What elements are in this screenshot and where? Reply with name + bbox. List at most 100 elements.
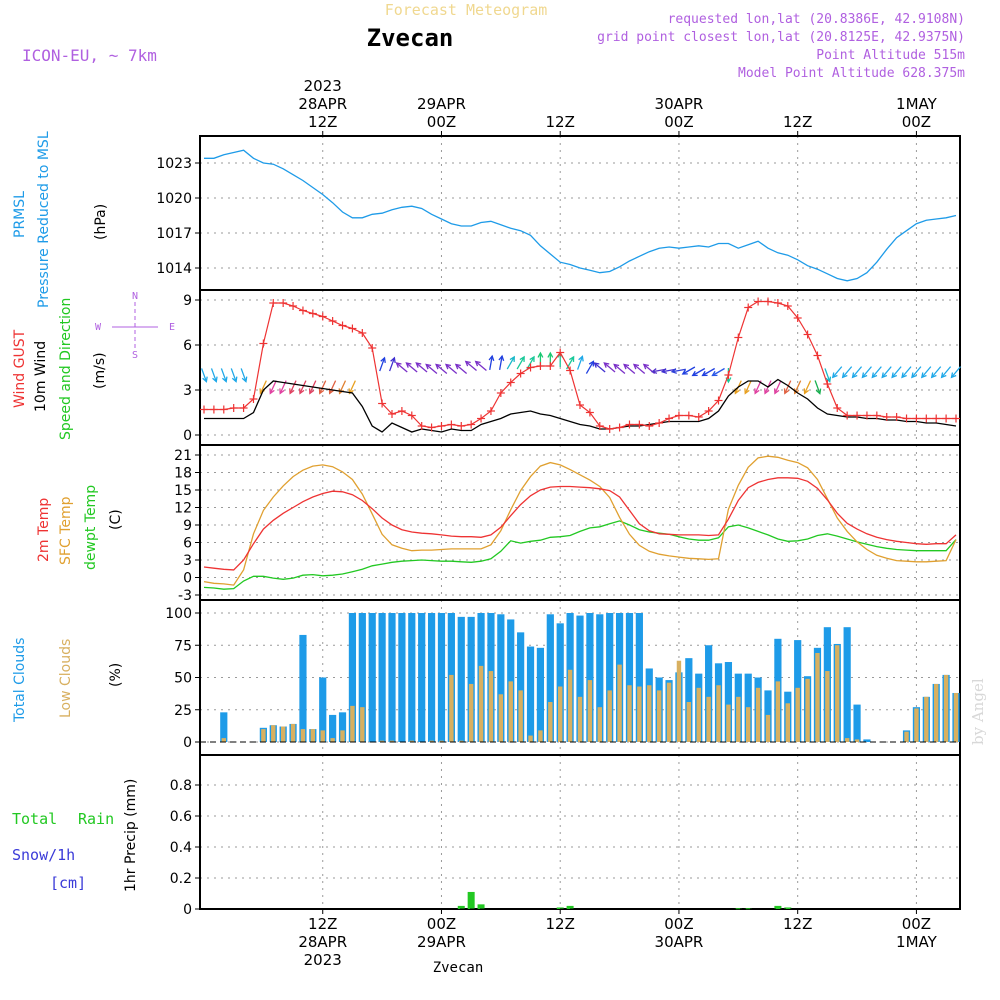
gust-marker xyxy=(378,399,387,408)
wind-arrow xyxy=(773,380,782,395)
low-cloud-bar xyxy=(577,696,583,742)
wind-arrow xyxy=(299,380,307,395)
low-cloud-bar xyxy=(360,707,365,742)
wind-arrow-shaft xyxy=(396,362,408,373)
wind-arrow xyxy=(444,363,458,374)
wind-arrow-head xyxy=(851,372,858,379)
wind-arrow-head xyxy=(701,370,708,377)
gust-marker xyxy=(704,407,713,415)
gust-marker xyxy=(566,366,575,375)
wind-arrow-head xyxy=(711,370,718,377)
low-cloud-bar xyxy=(290,723,296,742)
low-cloud-bar xyxy=(637,686,642,742)
wind-arrow-shaft xyxy=(931,366,942,378)
low-cloud-bar xyxy=(478,665,484,742)
wind-speed-line xyxy=(204,378,957,433)
total-cloud-bar xyxy=(467,616,475,742)
time-bottom-label: 00Z xyxy=(902,915,931,933)
wind-arrow xyxy=(930,366,942,379)
precip-snow-label: Snow/1h xyxy=(12,846,75,864)
low-cloud-bar xyxy=(320,730,325,742)
gust-marker xyxy=(259,339,268,348)
low-cloud-bar xyxy=(498,694,504,742)
wind-arrow-shaft xyxy=(832,366,843,378)
wind-arrow xyxy=(891,366,902,379)
wind-panel: 0 3 6 9 xyxy=(183,289,961,446)
low-cloud-bar xyxy=(854,739,860,742)
wind-arrow-head xyxy=(241,376,248,383)
wind-arrow-head xyxy=(841,372,848,379)
cloud-ytick-label: 25 xyxy=(174,703,192,719)
wind-arrow-head xyxy=(474,360,481,367)
low-cloud-bar xyxy=(825,671,830,742)
sfc-temp-line xyxy=(203,455,957,586)
low-cloud-bar xyxy=(587,680,593,742)
wind-arrow xyxy=(824,368,832,383)
pressure-ytick-label: 1023 xyxy=(156,156,192,172)
gust-marker xyxy=(447,420,456,429)
rain-bar xyxy=(477,904,485,909)
wind-arrow xyxy=(200,368,208,383)
grid-point-coords: grid point closest lon,lat (20.8125E, 42… xyxy=(597,30,965,45)
wind-unit: (m/s) xyxy=(92,352,108,389)
compass-e: E xyxy=(169,322,175,333)
total-cloud-bar xyxy=(526,646,535,742)
gust-marker xyxy=(615,423,624,432)
time-top-label: 00Z xyxy=(902,113,931,131)
rain-bar xyxy=(774,905,782,909)
precip-ytick-label: 0.6 xyxy=(170,809,192,825)
low-cloud-bar xyxy=(647,685,652,742)
wind-arrow xyxy=(506,355,515,370)
gust-marker xyxy=(477,414,486,423)
wind-arrow-head xyxy=(783,388,790,395)
total-cloud-bar xyxy=(319,677,327,742)
wind-arrow xyxy=(603,362,616,373)
wind-arrow-head xyxy=(744,388,750,395)
gust-marker xyxy=(625,420,634,429)
gust-marker xyxy=(348,324,357,333)
gust-marker xyxy=(744,303,753,312)
total-cloud-bar xyxy=(843,627,851,742)
gust-marker xyxy=(942,414,951,423)
time-top-label: 00Z xyxy=(664,113,693,131)
gust-marker xyxy=(467,420,476,429)
dewpoint-line xyxy=(203,520,957,590)
wind-panel-labels: Wind GUST 10m Wind Speed and Direction (… xyxy=(12,291,175,440)
wind-arrow-head xyxy=(578,355,584,362)
wind-arrow-shaft xyxy=(230,368,237,382)
wind-arrow xyxy=(405,362,418,373)
temp-ytick-label: 15 xyxy=(174,483,192,499)
wind-arrow xyxy=(474,360,487,371)
low-cloud-bar xyxy=(429,740,434,742)
wind-arrow-head xyxy=(891,372,898,379)
wind-arrow-head xyxy=(613,363,620,370)
low-cloud-bar xyxy=(508,681,513,742)
low-cloud-bar xyxy=(617,664,622,742)
wind-arrow xyxy=(210,368,218,383)
low-cloud-bar xyxy=(261,729,266,742)
wind-arrow-head xyxy=(940,372,947,379)
wind-arrow-head xyxy=(415,362,422,368)
low-cloud-bar xyxy=(815,652,820,742)
wind-arrow-head xyxy=(269,388,275,395)
temp-ytick-label: 0 xyxy=(183,571,192,587)
wind-arrow xyxy=(593,362,606,373)
total-cloud-bar xyxy=(586,613,594,742)
precip-ytick-label: 0.2 xyxy=(170,871,192,887)
low-cloud-bar xyxy=(439,740,444,742)
temp-ytick-label: 21 xyxy=(174,448,192,464)
rain-bar xyxy=(556,907,564,909)
total-cloud-bar xyxy=(517,632,525,742)
low-cloud-bar xyxy=(805,678,810,742)
time-bottom-label: 1MAY xyxy=(896,933,938,951)
total-cloud-bar xyxy=(329,714,337,742)
gust-marker xyxy=(289,302,298,310)
gust-marker xyxy=(239,404,248,412)
gust-marker xyxy=(229,404,238,412)
temp-ytick-label: 6 xyxy=(183,536,192,552)
gust-marker xyxy=(902,414,911,423)
wind-arrow-shaft xyxy=(852,366,863,378)
low-cloud-bar xyxy=(627,685,632,742)
wind-arrow xyxy=(701,367,716,377)
